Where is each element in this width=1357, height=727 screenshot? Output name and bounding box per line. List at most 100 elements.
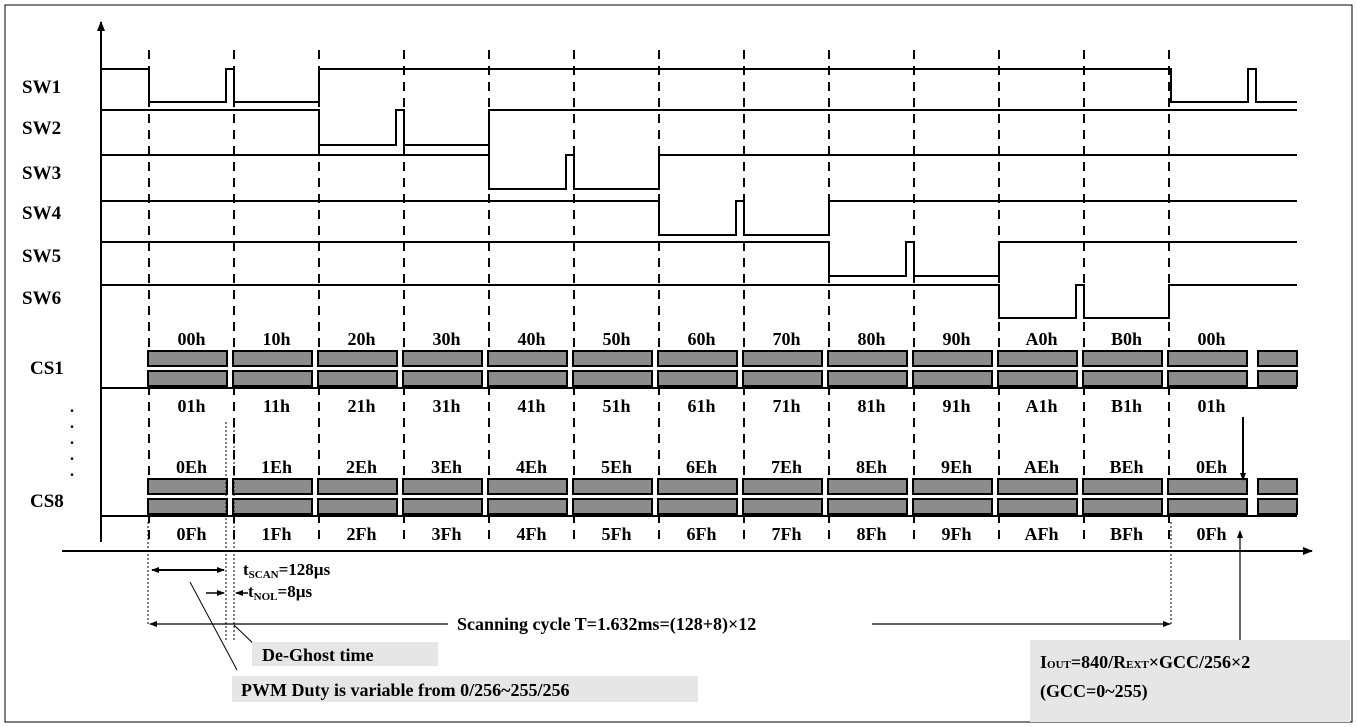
cs1-bar-bottom-8 <box>827 370 908 387</box>
cs8-top-reg-0: 0Eh <box>176 457 207 477</box>
iout-formula: IOUT=840/REXT×GCC/256×2 <box>1040 652 1250 672</box>
cs1-top-reg-1: 10h <box>262 329 290 349</box>
iout-note-bg <box>1030 640 1350 722</box>
cs1-top-reg-0: 00h <box>177 329 205 349</box>
deghost-note-bg <box>252 642 438 666</box>
cs8-bar-bottom-partial <box>1257 498 1298 515</box>
cs1-bar-top-12 <box>1167 350 1248 367</box>
cs1-label: CS1 <box>30 358 64 379</box>
cs1-top-reg-5: 50h <box>602 329 630 349</box>
cs8-bar-top-7 <box>742 478 823 495</box>
cs1-top-reg-2: 20h <box>347 329 375 349</box>
cs1-bar-bottom-10 <box>997 370 1078 387</box>
cs8-bottom-reg-7: 7Fh <box>771 524 801 544</box>
sw1-waveform <box>101 68 1297 103</box>
cs8-top-reg-8: 8Eh <box>856 457 887 477</box>
sw6-label: SW6 <box>22 288 61 309</box>
pwm-duty-note: PWM Duty is variable from 0/256~255/256 <box>241 680 570 700</box>
cs8-bottom-reg-1: 1Fh <box>261 524 291 544</box>
cs1-bottom-reg-0: 01h <box>177 396 205 416</box>
cs1-bar-top-4 <box>487 350 568 367</box>
cs8-top-reg-6: 6Eh <box>686 457 717 477</box>
cs1-bottom-reg-7: 71h <box>772 396 800 416</box>
sw2-label: SW2 <box>22 118 61 139</box>
switch-waveform-group <box>101 68 1297 319</box>
cs8-bottom-reg-6: 6Fh <box>686 524 716 544</box>
cs1-bar-top-0 <box>147 350 228 367</box>
cs1-bottom-reg-5: 51h <box>602 396 630 416</box>
cs1-bar-top-partial <box>1257 350 1298 367</box>
cs8-bar-bottom-4 <box>487 498 568 515</box>
slot-divider-group <box>148 50 1170 545</box>
cs8-bar-top-2 <box>317 478 398 495</box>
sw2-waveform <box>101 109 1297 146</box>
cs1-bar-top-7 <box>742 350 823 367</box>
sw5-waveform <box>101 241 1297 277</box>
cs1-bar-top-3 <box>402 350 483 367</box>
sw4-label: SW4 <box>22 203 62 224</box>
cs8-top-reg-10: AEh <box>1024 457 1059 477</box>
sw5-label: SW5 <box>22 246 61 267</box>
cs8-bar-bottom-8 <box>827 498 908 515</box>
cs1-top-reg-10: A0h <box>1025 329 1057 349</box>
cs1-bottom-reg-6: 61h <box>687 396 715 416</box>
pwm-duty-note-bg <box>232 676 698 702</box>
cs8-bottom-reg-2: 2Fh <box>346 524 376 544</box>
cs1-bar-bottom-7 <box>742 370 823 387</box>
cs1-bar-bottom-partial <box>1257 370 1298 387</box>
cs1-bar-bottom-9 <box>912 370 993 387</box>
cs1-top-reg-6: 60h <box>687 329 715 349</box>
deghost-note: De-Ghost time <box>262 645 373 665</box>
cs8-bar-bottom-3 <box>402 498 483 515</box>
sw4-waveform <box>101 200 1297 236</box>
cs8-bar-bottom-7 <box>742 498 823 515</box>
sw3-label: SW3 <box>22 163 61 184</box>
frame-border <box>4 4 1353 723</box>
cs8-bar-bottom-1 <box>232 498 313 515</box>
cs8-bar-top-3 <box>402 478 483 495</box>
scan-cycle-label: Scanning cycle T=1.632ms=(128+8)×12 <box>457 614 756 635</box>
cs8-bar-bottom-5 <box>572 498 653 515</box>
cs1-bar-bottom-6 <box>657 370 738 387</box>
cs1-top-reg-7: 70h <box>772 329 800 349</box>
cs1-bottom-reg-2: 21h <box>347 396 375 416</box>
cs8-bar-bottom-9 <box>912 498 993 515</box>
cs1-bottom-reg-11: B1h <box>1111 396 1142 416</box>
cs8-bar-top-5 <box>572 478 653 495</box>
cs1-bottom-reg-3: 31h <box>432 396 460 416</box>
cs8-top-reg-12: 0Eh <box>1196 457 1227 477</box>
cs1-bottom-reg-12: 01h <box>1197 396 1225 416</box>
cs1-bottom-reg-10: A1h <box>1025 396 1057 416</box>
cs8-bar-bottom-0 <box>147 498 228 515</box>
cs1-bar-bottom-4 <box>487 370 568 387</box>
cs1-bar-bottom-11 <box>1082 370 1163 387</box>
cs1-bar-bottom-12 <box>1167 370 1248 387</box>
cs1-bar-bottom-3 <box>402 370 483 387</box>
cs8-label: CS8 <box>30 491 64 512</box>
cs8-top-reg-3: 3Eh <box>431 457 462 477</box>
cs8-bottom-reg-12: 0Fh <box>1196 524 1226 544</box>
cs1-top-reg-9: 90h <box>942 329 970 349</box>
cs8-bar-top-0 <box>147 478 228 495</box>
cs8-bar-top-10 <box>997 478 1078 495</box>
cs1-top-reg-12: 00h <box>1197 329 1225 349</box>
vdot-2: . <box>70 415 74 432</box>
tscan-label: tSCAN=128µs <box>243 560 331 581</box>
cs1-bar-top-6 <box>657 350 738 367</box>
cs8-bar-top-12 <box>1167 478 1248 495</box>
cs8-top-reg-9: 9Eh <box>941 457 972 477</box>
cs1-bar-top-5 <box>572 350 653 367</box>
cs8-top-reg-7: 7Eh <box>771 457 802 477</box>
cs8-bar-bottom-2 <box>317 498 398 515</box>
cs8-top-reg-2: 2Eh <box>346 457 377 477</box>
cs1-bar-top-9 <box>912 350 993 367</box>
cs1-bar-bottom-1 <box>232 370 313 387</box>
cs1-bar-bottom-5 <box>572 370 653 387</box>
cs1-bar-top-2 <box>317 350 398 367</box>
cs8-bar-top-partial <box>1257 478 1298 495</box>
cs8-bottom-reg-9: 9Fh <box>941 524 971 544</box>
cs8-bar-bottom-11 <box>1082 498 1163 515</box>
vdot-3: . <box>70 431 74 448</box>
cs8-bar-bottom-6 <box>657 498 738 515</box>
